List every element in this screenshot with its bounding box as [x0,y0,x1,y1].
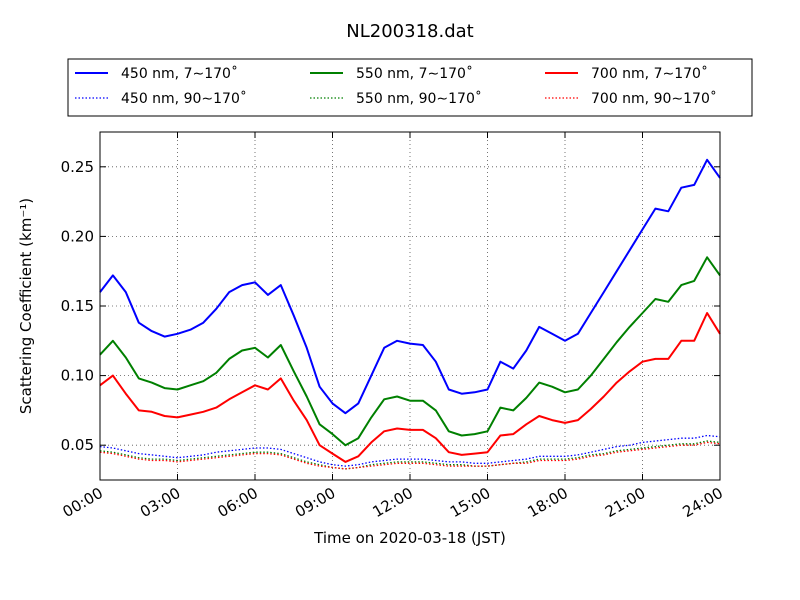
legend-label: 550 nm, 90∼170˚ [356,90,482,107]
y-tick-label: 0.20 [61,227,94,245]
grid-lines [100,132,720,480]
y-tick-label: 0.10 [61,367,94,385]
series-lines [99,158,721,470]
series-line-dotted-4 [99,440,721,470]
chart-title: NL200318.dat [346,21,473,42]
legend-label: 450 nm, 90∼170˚ [121,90,247,107]
legend-label: 700 nm, 90∼170˚ [591,90,717,107]
x-tick-label: 00:00 [60,484,106,521]
y-axis-label: Scattering Coefficient (km⁻¹) [17,198,35,414]
x-tick-label: 12:00 [370,484,416,521]
legend-label: 450 nm, 7∼170˚ [121,65,238,82]
x-tick-label: 03:00 [137,484,183,521]
legend-label: 550 nm, 7∼170˚ [356,65,473,82]
y-tick-label: 0.15 [61,297,94,315]
x-tick-label: 06:00 [215,484,261,521]
y-tick-label: 0.05 [61,436,94,454]
legend-frame [67,58,753,117]
series-line-solid-1 [99,256,721,447]
x-tick-label: 15:00 [447,484,493,521]
x-tick-label: 24:00 [680,484,726,521]
series-line-solid-0 [99,158,721,415]
series-line-solid-2 [99,312,721,463]
y-tick-label: 0.25 [61,158,94,176]
x-tick-label: 18:00 [525,484,571,521]
x-tick-label: 21:00 [602,484,648,521]
axis-ticks: 00:00 03:00 06:00 09:00 12:00 15:00 18:00 21:00… [60,132,726,521]
x-tick-label: 09:00 [292,484,338,521]
legend: 450 nm, 7∼170˚ 550 nm, 7∼170˚ 700 nm, 7∼17… [67,58,753,117]
legend-label: 700 nm, 7∼170˚ [591,65,708,82]
series-line-dotted-3 [99,434,721,467]
x-axis-label: Time on 2020-03-18 (JST) [313,529,506,547]
